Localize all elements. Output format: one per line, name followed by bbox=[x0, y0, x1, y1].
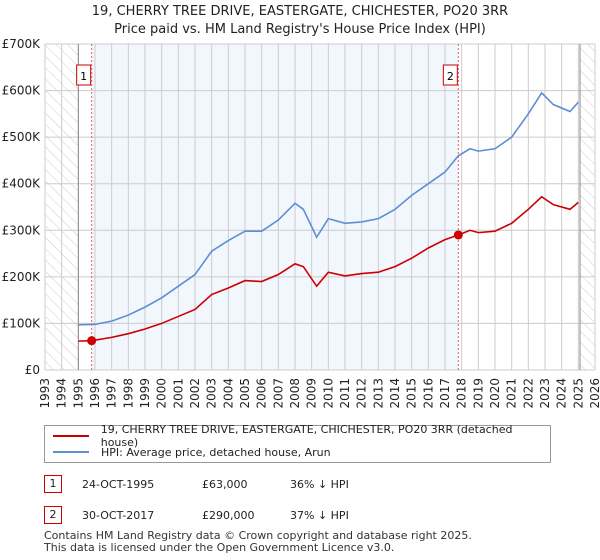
footer-line: Contains HM Land Registry data © Crown c… bbox=[44, 529, 472, 542]
legend-item-property: 19, CHERRY TREE DRIVE, EASTERGATE, CHICH… bbox=[53, 423, 550, 449]
x-tick-label: 2011 bbox=[338, 378, 352, 409]
x-tick-label: 2020 bbox=[488, 378, 502, 409]
y-tick-label: £400K bbox=[2, 177, 42, 191]
hatch-after-data bbox=[580, 44, 595, 370]
sale-marker-label: 2 bbox=[44, 506, 62, 524]
footer: Contains HM Land Registry data © Crown c… bbox=[44, 530, 472, 554]
x-tick-label: 2009 bbox=[305, 378, 319, 409]
x-tick-label: 2025 bbox=[571, 378, 585, 409]
x-tick-label: 2016 bbox=[421, 378, 435, 409]
y-tick-label: £100K bbox=[2, 316, 42, 330]
sale-hpi: 36% ↓ HPI bbox=[290, 477, 349, 491]
x-tick-label: 2005 bbox=[238, 378, 252, 409]
x-tick-label: 2018 bbox=[455, 378, 469, 409]
y-tick-label: £0 bbox=[25, 363, 40, 377]
legend-label: HPI: Average price, detached house, Arun bbox=[101, 445, 331, 459]
ownership-period bbox=[91, 44, 459, 370]
x-tick-label: 2015 bbox=[405, 378, 419, 409]
sale-point bbox=[87, 336, 97, 346]
sale-price: £290,000 bbox=[202, 508, 255, 522]
legend-label: 19, CHERRY TREE DRIVE, EASTERGATE, CHICH… bbox=[100, 423, 513, 449]
x-tick-label: 2008 bbox=[288, 378, 302, 409]
sale-marker-label: 1 bbox=[44, 475, 62, 493]
sale-label-box bbox=[442, 64, 458, 86]
x-tick-label: 1998 bbox=[121, 378, 135, 409]
x-tick-label: 1996 bbox=[88, 378, 102, 409]
chart-title: 19, CHERRY TREE DRIVE, EASTERGATE, CHICH… bbox=[0, 3, 600, 39]
x-tick-label: 2013 bbox=[371, 378, 385, 409]
subtitle: Price paid vs. HM Land Registry's House … bbox=[114, 22, 486, 37]
y-tick-label: £500K bbox=[2, 130, 42, 144]
x-tick-label: 1994 bbox=[55, 378, 69, 409]
y-tick-label: £300K bbox=[2, 223, 42, 237]
x-tick-label: 2012 bbox=[355, 378, 369, 409]
x-tick-label: 2001 bbox=[171, 378, 185, 409]
x-tick-label: 1997 bbox=[105, 378, 119, 409]
title: 19, CHERRY TREE DRIVE, EASTERGATE, CHICH… bbox=[91, 4, 509, 19]
sale-label-box bbox=[76, 64, 92, 86]
sale-date: 24-OCT-1995 bbox=[82, 477, 155, 491]
sale-label: 1 bbox=[80, 70, 87, 83]
x-tick-label: 2017 bbox=[438, 378, 452, 409]
x-tick-label: 1995 bbox=[71, 378, 85, 409]
x-tick-label: 2021 bbox=[505, 378, 519, 409]
x-tick-label: 2003 bbox=[205, 378, 219, 409]
legend-item-hpi: HPI: Average price, detached house, Arun bbox=[53, 444, 331, 460]
hpi-line bbox=[78, 91, 579, 326]
x-tick-label: 2023 bbox=[538, 378, 552, 409]
price-line bbox=[78, 195, 579, 342]
x-tick-label: 2014 bbox=[388, 378, 402, 409]
x-tick-label: 2010 bbox=[321, 378, 335, 409]
sale-row-2: 2 30-OCT-2017 £290,000 37% ↓ HPI bbox=[44, 505, 349, 525]
sale-row-1: 1 24-OCT-1995 £63,000 36% ↓ HPI bbox=[44, 474, 349, 494]
x-tick-label: 2019 bbox=[471, 378, 485, 409]
x-tick-label: 2004 bbox=[221, 378, 235, 409]
x-tick-label: 2006 bbox=[255, 378, 269, 409]
x-tick-label: 1999 bbox=[138, 378, 152, 409]
y-tick-label: £700K bbox=[2, 37, 42, 51]
x-tick-label: 1993 bbox=[38, 378, 52, 409]
sale-hpi: 37% ↓ HPI bbox=[290, 508, 349, 522]
sale-date: 30-OCT-2017 bbox=[82, 508, 155, 522]
y-tick-label: £200K bbox=[2, 270, 42, 284]
x-tick-label: 2026 bbox=[588, 378, 600, 409]
sale-label: 2 bbox=[447, 70, 454, 83]
x-tick-label: 2022 bbox=[521, 378, 535, 409]
x-tick-label: 2024 bbox=[555, 378, 569, 409]
footer-line: This data is licensed under the Open Gov… bbox=[44, 541, 395, 554]
sale-price: £63,000 bbox=[202, 477, 248, 491]
legend: 19, CHERRY TREE DRIVE, EASTERGATE, CHICH… bbox=[44, 423, 551, 463]
x-tick-label: 2007 bbox=[271, 378, 285, 409]
y-tick-label: £600K bbox=[2, 84, 42, 98]
x-tick-label: 2000 bbox=[155, 378, 169, 409]
sale-point bbox=[453, 230, 463, 240]
x-tick-label: 2002 bbox=[188, 378, 202, 409]
